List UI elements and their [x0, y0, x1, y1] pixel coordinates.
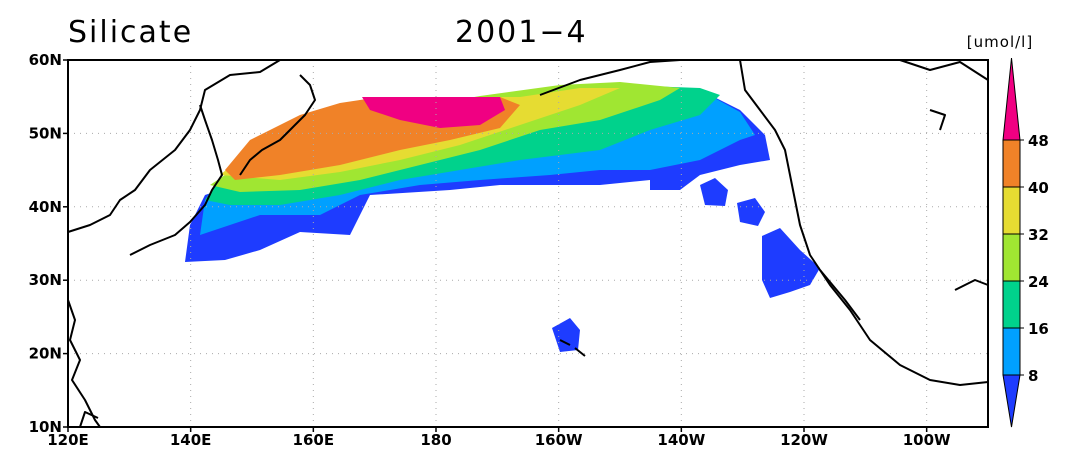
colorbar: 48 40 32 24 16 8 — [1002, 57, 1049, 428]
map-frame — [67, 59, 989, 428]
lat-label: 30N — [29, 271, 62, 289]
lon-label: 160E — [293, 431, 335, 449]
lat-label: 20N — [29, 345, 62, 363]
colorbar-segment — [1002, 280, 1021, 329]
lat-label: 10N — [29, 418, 62, 436]
colorbar-label: 24 — [1028, 273, 1049, 291]
colorbar-label: 48 — [1028, 132, 1049, 150]
lon-label: 100W — [903, 431, 951, 449]
silicate-field — [185, 82, 820, 352]
lon-label: 120W — [780, 431, 828, 449]
lon-label: 160W — [535, 431, 583, 449]
lon-label: 120E — [47, 431, 89, 449]
title: Silicate — [68, 15, 193, 50]
colorbar-label: 8 — [1028, 367, 1038, 385]
colorbar-label: 32 — [1028, 226, 1049, 244]
colorbar-segment — [1002, 327, 1021, 376]
colorbar-segment — [1002, 186, 1021, 235]
colorbar-segment — [1002, 233, 1021, 282]
lon-label: 140E — [170, 431, 212, 449]
colorbar-segment — [1002, 139, 1021, 188]
lon-label: 180 — [420, 431, 451, 449]
coastlines — [67, 59, 989, 428]
colorbar-segment — [1002, 374, 1021, 428]
lat-label: 50N — [29, 124, 62, 142]
period: 2001−4 — [455, 15, 588, 50]
colorbar-label: 40 — [1028, 179, 1049, 197]
lon-label: 140W — [657, 431, 705, 449]
colorbar-segment — [1002, 57, 1021, 141]
lat-label: 60N — [29, 51, 62, 69]
units: [umol/l] — [967, 33, 1033, 51]
lat-label: 40N — [29, 198, 62, 216]
colorbar-label: 16 — [1028, 320, 1049, 338]
